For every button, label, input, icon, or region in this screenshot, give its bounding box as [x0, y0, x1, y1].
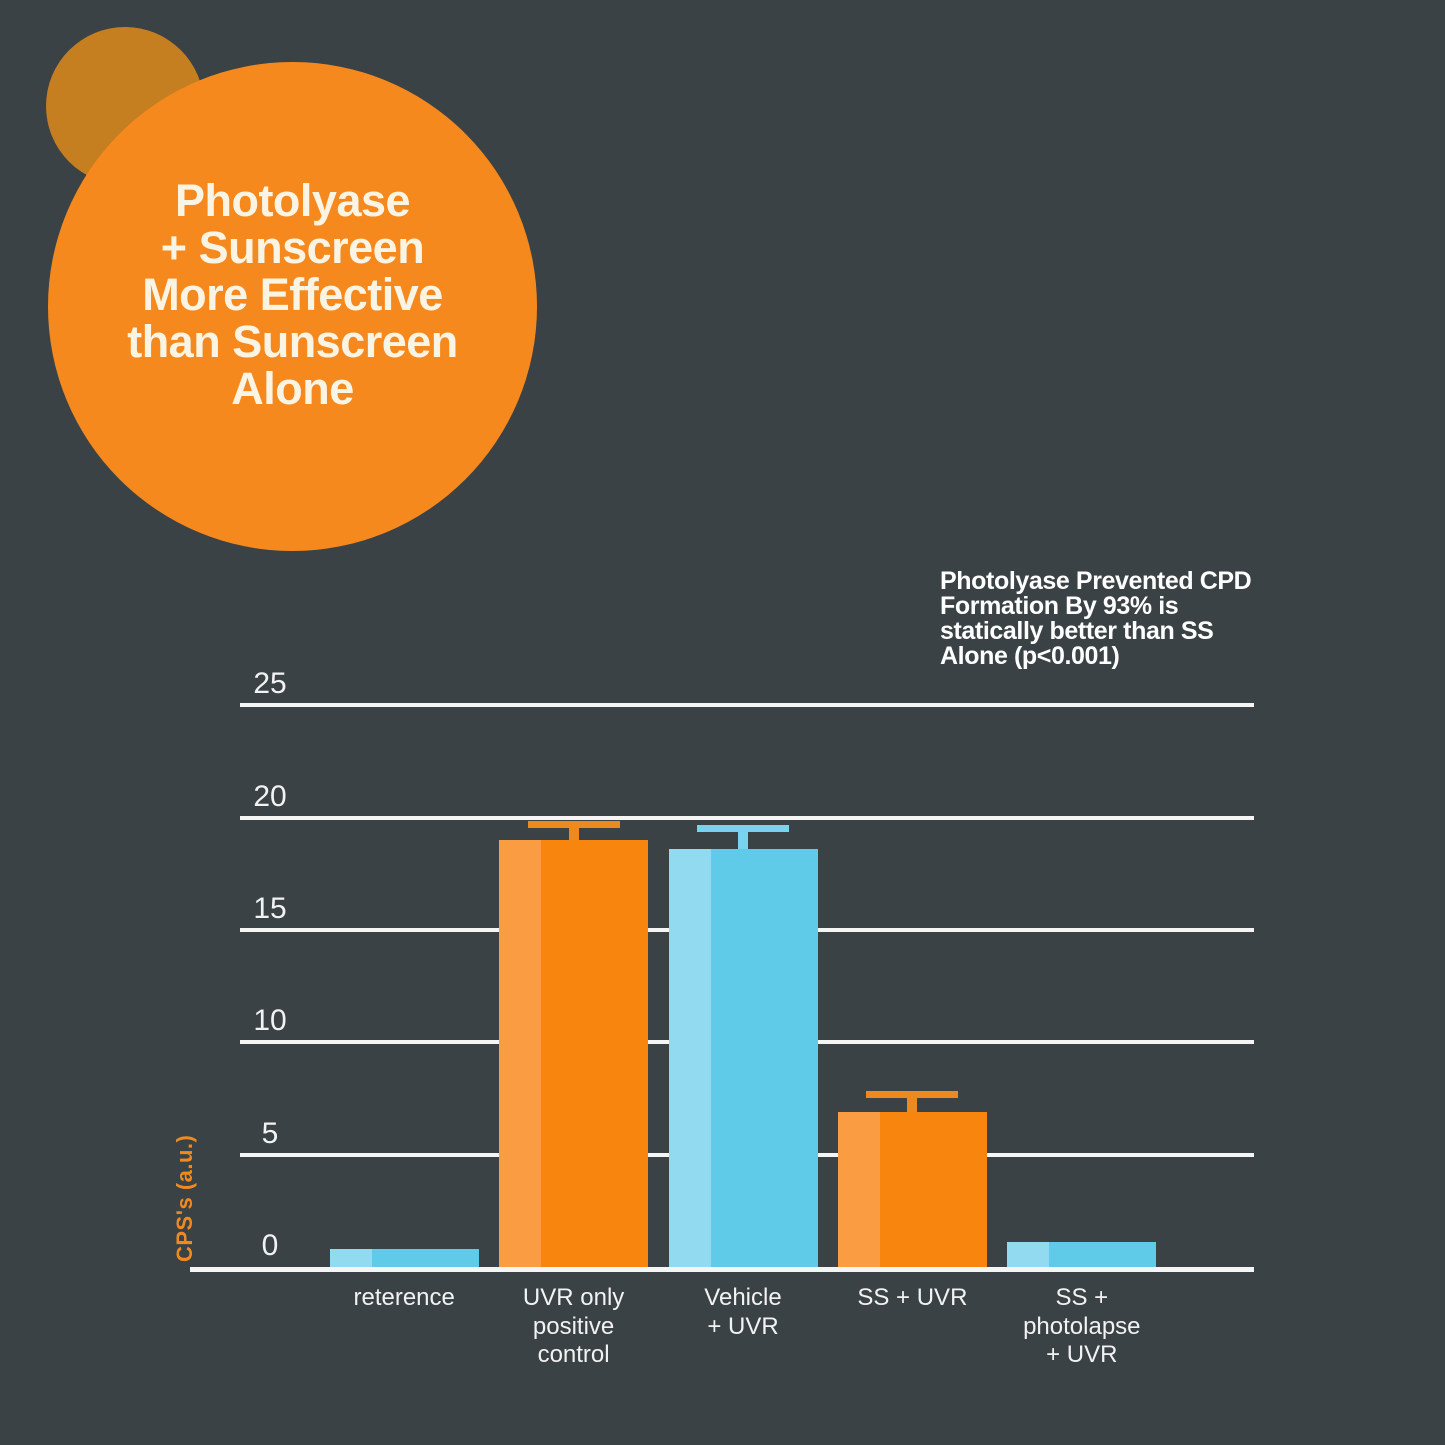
y-tick-label-20: 20	[253, 779, 287, 813]
gridline-25	[240, 703, 1254, 708]
x-category-label-2: UVR only positive control	[522, 1284, 625, 1368]
x-axis-baseline	[190, 1267, 1254, 1272]
bar-highlight	[668, 849, 711, 1267]
error-bar-stem	[568, 824, 579, 841]
title-circle: Photolyase + Sunscreen More Effective th…	[48, 62, 537, 551]
y-tick-label-25: 25	[253, 667, 287, 701]
bar-highlight	[1007, 1242, 1050, 1267]
bar-highlight	[499, 840, 542, 1267]
bar-2	[499, 840, 649, 1267]
bar-3	[668, 849, 818, 1267]
bar-highlight	[837, 1111, 880, 1267]
y-tick-label-10: 10	[253, 1004, 287, 1038]
y-tick-label-15: 15	[253, 892, 287, 926]
bar-highlight	[329, 1249, 372, 1267]
x-category-label-5: SS + photolapse + UVR	[1023, 1284, 1141, 1368]
error-bar-stem	[907, 1094, 918, 1112]
y-axis-title: CPS's (a.u.)	[172, 1134, 197, 1262]
x-category-label-3: Vehicle + UVR	[704, 1284, 782, 1340]
infographic-title: Photolyase + Sunscreen More Effective th…	[127, 175, 458, 414]
bar-4	[837, 1111, 987, 1267]
y-tick-label-5: 5	[261, 1116, 279, 1150]
x-category-label-4: SS + UVR	[857, 1284, 968, 1311]
error-bar-cap	[527, 820, 620, 828]
gridline-20	[240, 815, 1254, 820]
bar-5	[1007, 1242, 1157, 1267]
error-bar-stem	[738, 828, 748, 850]
annotation-text: Photolyase Prevented CPD Formation By 93…	[940, 567, 1252, 670]
x-category-label-1: reterence	[353, 1284, 455, 1311]
error-bar-cap	[866, 1090, 959, 1098]
y-tick-label-0: 0	[261, 1229, 279, 1262]
bar-1	[329, 1249, 479, 1267]
error-bar-cap	[697, 825, 789, 833]
